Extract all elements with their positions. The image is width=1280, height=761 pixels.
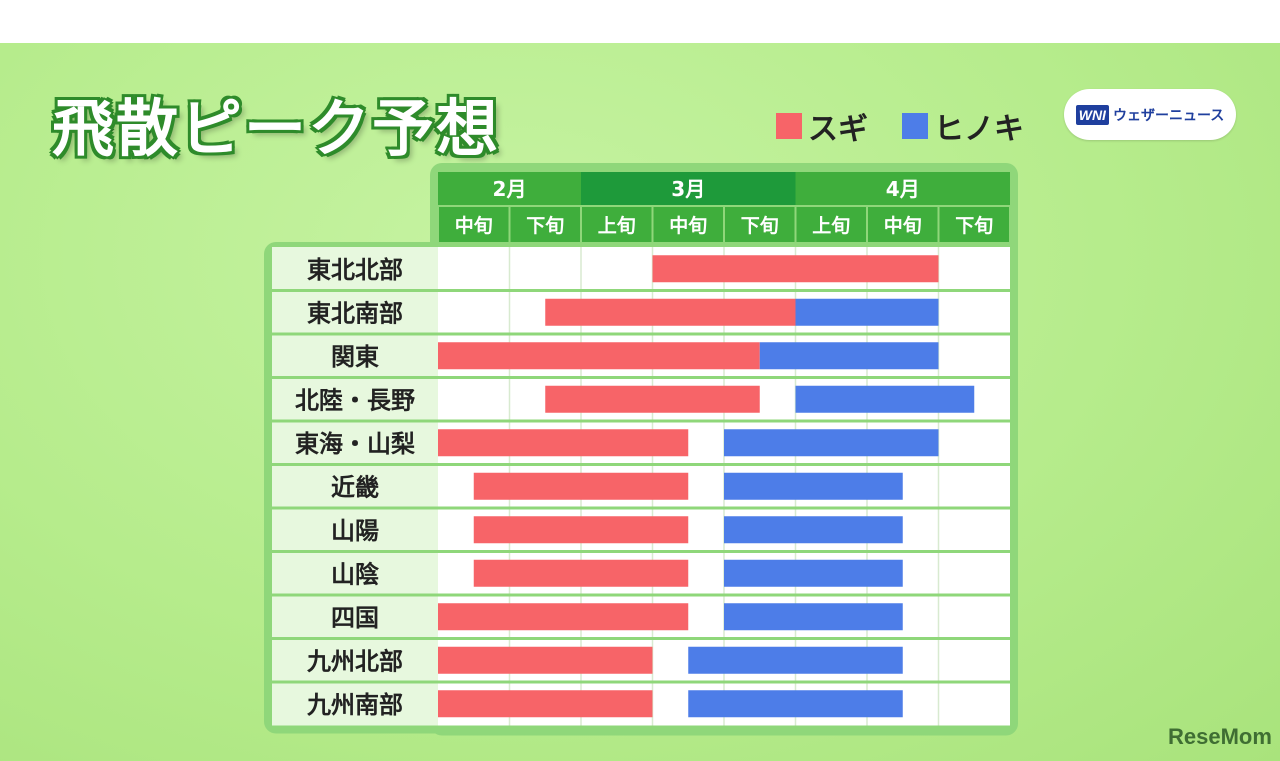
period-header-label: 下旬 bbox=[526, 214, 564, 237]
region-label: 九州南部 bbox=[306, 691, 403, 719]
period-header-cell bbox=[582, 207, 652, 242]
legend-swatch-hinoki bbox=[902, 113, 928, 139]
period-header-cell bbox=[653, 207, 723, 242]
region-label: 東北北部 bbox=[307, 256, 403, 284]
month-header-label: 3月 bbox=[671, 177, 705, 201]
bar-hinoki bbox=[724, 472, 903, 500]
period-header-cell bbox=[939, 207, 1009, 242]
period-header-label: 中旬 bbox=[455, 214, 493, 237]
period-header-cell bbox=[796, 207, 866, 242]
legend-item-sugi: スギ bbox=[776, 104, 868, 148]
bar-sugi bbox=[652, 255, 939, 283]
bar-sugi bbox=[545, 298, 796, 326]
legend-label-sugi: スギ bbox=[808, 112, 868, 147]
bar-hinoki bbox=[795, 385, 975, 413]
period-header-cell bbox=[510, 207, 580, 242]
logo-text: ウェザーニュース bbox=[1112, 107, 1225, 124]
bar-hinoki bbox=[724, 516, 903, 544]
bar-sugi bbox=[473, 472, 689, 500]
region-label: 近畿 bbox=[331, 473, 379, 501]
bar-sugi bbox=[473, 516, 689, 544]
weathernews-logo: WNI ウェザーニュース bbox=[1064, 89, 1236, 140]
legend-item-hinoki: ヒノキ bbox=[902, 104, 1024, 148]
bar-hinoki bbox=[724, 603, 903, 631]
bar-sugi bbox=[438, 342, 760, 370]
bar-hinoki bbox=[759, 342, 939, 370]
period-header-cell bbox=[725, 207, 795, 242]
bar-sugi bbox=[545, 385, 760, 413]
region-label: 関東 bbox=[331, 343, 379, 371]
month-header-label: 2月 bbox=[493, 177, 527, 201]
region-column-bg bbox=[272, 247, 438, 726]
region-label: 北陸・長野 bbox=[295, 386, 415, 414]
region-label: 四国 bbox=[331, 604, 379, 632]
region-label: 東北南部 bbox=[307, 299, 403, 327]
period-header-label: 中旬 bbox=[884, 214, 922, 237]
page-title: 飛散ピーク予想 bbox=[50, 90, 501, 167]
region-label: 九州北部 bbox=[306, 647, 403, 675]
logo-mark: WNI bbox=[1075, 104, 1109, 125]
region-label: 東海・山梨 bbox=[295, 430, 415, 458]
period-header-cell bbox=[439, 207, 509, 242]
bar-sugi bbox=[473, 559, 689, 587]
bar-hinoki bbox=[724, 429, 939, 457]
period-header-label: 下旬 bbox=[741, 214, 779, 237]
region-label: 山陽 bbox=[331, 517, 379, 545]
month-header-cell bbox=[795, 172, 1010, 205]
period-header-label: 中旬 bbox=[669, 214, 707, 237]
legend-swatch-sugi bbox=[776, 113, 802, 139]
bar-hinoki bbox=[688, 690, 903, 718]
bar-sugi bbox=[438, 646, 653, 674]
bar-hinoki bbox=[688, 646, 903, 674]
region-label: 山陰 bbox=[331, 560, 380, 588]
month-header-label: 4月 bbox=[886, 177, 920, 201]
month-header-cell bbox=[438, 172, 581, 205]
period-header-cell bbox=[868, 207, 938, 242]
bar-hinoki bbox=[724, 559, 903, 587]
bar-hinoki bbox=[795, 298, 939, 326]
bar-sugi bbox=[438, 603, 689, 631]
period-header-label: 下旬 bbox=[955, 214, 993, 237]
period-header-label: 上旬 bbox=[812, 214, 850, 237]
resemom-watermark: ReseMom bbox=[1168, 724, 1272, 749]
month-header-cell bbox=[581, 172, 796, 205]
period-header-label: 上旬 bbox=[598, 214, 636, 237]
bar-sugi bbox=[438, 690, 653, 718]
legend-label-hinoki: ヒノキ bbox=[934, 112, 1024, 147]
bar-sugi bbox=[438, 429, 689, 457]
